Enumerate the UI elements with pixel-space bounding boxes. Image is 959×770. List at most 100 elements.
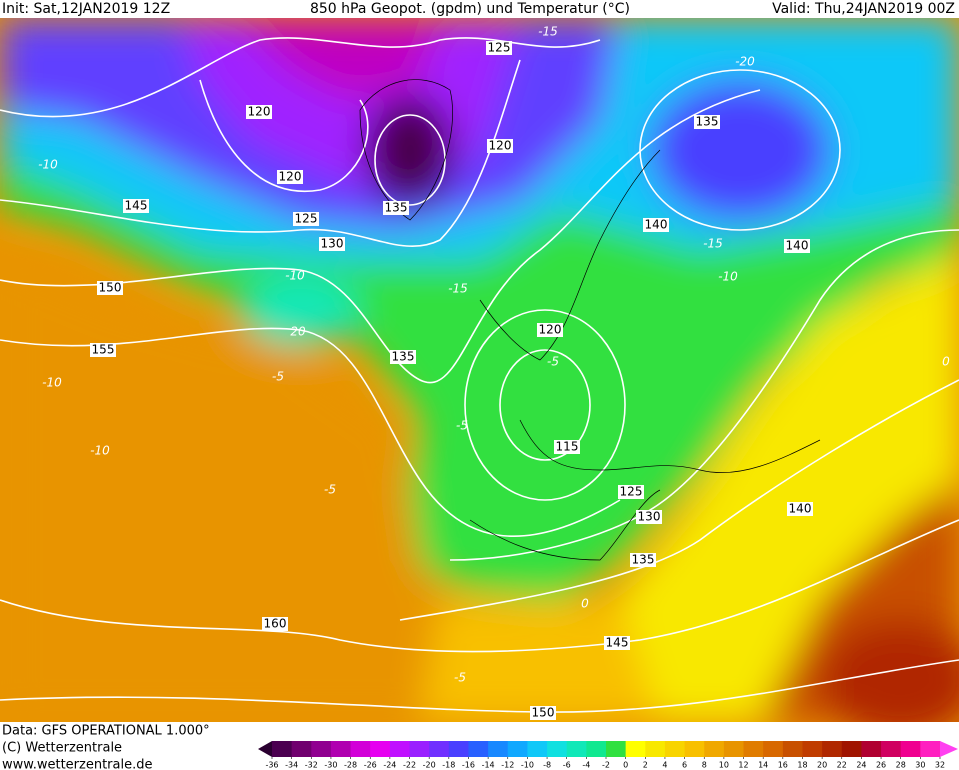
colorbar: -36 -34 -32 -30 -28 -26 -24 -22 -20 -18 -16 -14 -12-… xyxy=(258,741,958,770)
temperature-label: -10 xyxy=(718,270,738,284)
geopotential-label: 155 xyxy=(92,343,115,357)
geopotential-label: 135 xyxy=(632,553,655,567)
label-box xyxy=(643,218,669,232)
color-swatch xyxy=(606,741,627,757)
color-swatch xyxy=(822,741,843,757)
label-box xyxy=(604,636,630,650)
color-swatch xyxy=(272,741,293,757)
colorbar-tick-label: 16 xyxy=(778,761,788,770)
colorbar-tick-label: -28 xyxy=(344,761,357,770)
color-swatch xyxy=(350,741,371,757)
temperature-label: -5 xyxy=(272,370,284,384)
colorbar-tick-label: -8 xyxy=(543,761,551,770)
color-swatch xyxy=(507,741,528,757)
geopotential-label: 140 xyxy=(645,218,668,232)
label-box xyxy=(530,706,556,720)
colorbar-tick-label: 30 xyxy=(915,761,925,770)
color-swatch xyxy=(330,741,352,757)
colorbar-tick-label: 6 xyxy=(682,761,687,770)
colorbar-tick-label: -30 xyxy=(324,761,337,770)
colorbar-tick-label: -24 xyxy=(383,761,396,770)
temperature-label: -15 xyxy=(448,282,468,296)
geopotential-label: 125 xyxy=(488,41,511,55)
geopotential-label: 145 xyxy=(125,199,148,213)
color-swatch xyxy=(488,741,509,757)
geopotential-label: 145 xyxy=(606,636,629,650)
color-swatch xyxy=(684,741,705,757)
website: www.wetterzentrale.de xyxy=(2,758,152,770)
temperature-label: -10 xyxy=(42,376,62,390)
geopotential-label: 125 xyxy=(295,212,318,226)
geopotential-label: 115 xyxy=(556,440,579,454)
label-box xyxy=(390,350,416,364)
temperature-label: -5 xyxy=(324,483,336,497)
temperature-label: -15 xyxy=(538,25,558,39)
colorbar-tick-label: -4 xyxy=(582,761,590,770)
coastlines xyxy=(359,79,821,561)
color-swatch xyxy=(547,741,568,757)
temperature-label: -5 xyxy=(547,355,559,369)
colorbar-tick-label: 12 xyxy=(738,761,748,770)
colorbar-tick-label: -6 xyxy=(563,761,571,770)
temperature-label: -10 xyxy=(38,158,58,172)
label-box xyxy=(90,343,116,357)
label-box xyxy=(246,105,272,119)
label-box xyxy=(293,212,319,226)
colorbar-tick-label: 2 xyxy=(643,761,648,770)
colorbar-tick-label: 32 xyxy=(935,761,945,770)
geopotential-label: 130 xyxy=(638,510,661,524)
color-swatch xyxy=(389,741,411,757)
color-swatch xyxy=(763,741,784,757)
label-box xyxy=(319,237,345,251)
geopotential-label: 140 xyxy=(789,502,812,516)
geopotential-label: 135 xyxy=(392,350,415,364)
color-swatch xyxy=(782,741,803,757)
colorbar-tick-label: -14 xyxy=(482,761,495,770)
temperature-label: -20 xyxy=(735,55,755,69)
colorbar-tick-label: -22 xyxy=(403,761,416,770)
label-box xyxy=(277,170,303,184)
label-box xyxy=(554,440,580,454)
label-box xyxy=(618,485,644,499)
geopotential-label: 125 xyxy=(620,485,643,499)
color-swatch xyxy=(370,741,391,757)
geopotential-label: 150 xyxy=(532,706,555,720)
copyright: (C) Wetterzentrale xyxy=(2,741,122,756)
temperature-label: -5 xyxy=(456,419,468,433)
geopotential-label: 135 xyxy=(385,201,408,215)
label-box xyxy=(784,239,810,253)
colorbar-tick-label: 0 xyxy=(623,761,628,770)
colorbar-tick-label: 10 xyxy=(719,761,729,770)
colorbar-tick-label: 22 xyxy=(837,761,847,770)
label-box xyxy=(123,199,149,213)
label-box xyxy=(97,281,123,295)
temperature-label: 0 xyxy=(581,597,589,611)
color-swatch xyxy=(704,741,725,757)
colorbar-tick-label: -12 xyxy=(501,761,514,770)
temperature-label: -10 xyxy=(285,269,305,283)
colorbar-tick-label: 14 xyxy=(758,761,768,770)
colorbar-tick-label: 18 xyxy=(797,761,807,770)
colorbar-tick-label: 26 xyxy=(876,761,886,770)
color-swatch xyxy=(468,741,489,757)
temperature-label: -5 xyxy=(454,671,466,685)
geopotential-contours xyxy=(0,37,959,713)
temperature-label: 20 xyxy=(290,325,306,339)
color-swatch xyxy=(664,741,686,757)
color-swatch xyxy=(625,741,646,757)
label-box xyxy=(487,139,513,153)
colorbar-tick-label: -34 xyxy=(285,761,298,770)
geopotential-label: 140 xyxy=(786,239,809,253)
label-box xyxy=(486,41,512,55)
colorbar-tick-label: 20 xyxy=(817,761,827,770)
colorbar-tick-label: -18 xyxy=(442,761,455,770)
label-box xyxy=(787,502,813,516)
map-title: 850 hPa Geopot. (gpdm) und Temperatur (°… xyxy=(310,1,630,17)
color-swatch xyxy=(527,741,548,757)
label-box xyxy=(262,617,288,631)
colorbar-tick-label: -32 xyxy=(305,761,318,770)
geopotential-label: 130 xyxy=(321,237,344,251)
color-swatch xyxy=(448,741,469,757)
color-swatch xyxy=(566,741,587,757)
